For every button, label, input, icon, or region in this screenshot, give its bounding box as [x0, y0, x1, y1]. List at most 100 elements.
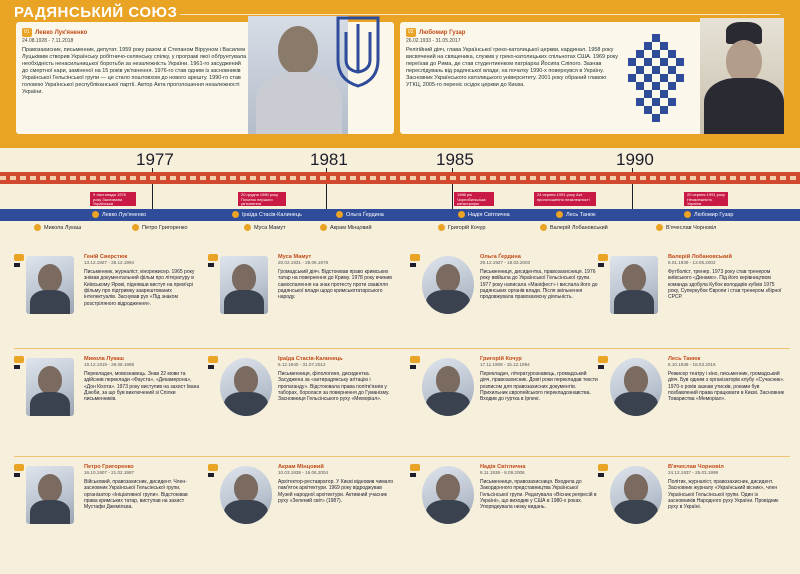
- featured-card-left: 01 Левко Лук'яненко 24.08.1928 - 7.11.20…: [16, 16, 394, 134]
- row-divider: [14, 456, 790, 457]
- person-dates: 17.11.1908 - 15.12.1994: [480, 362, 530, 368]
- timeline-person: Микола Лукаш: [34, 222, 81, 234]
- timeline-event: 9 листопада 1976 року Заснована Українсь…: [90, 192, 136, 211]
- person-name: Надія Світлична: [480, 464, 526, 470]
- person-bio: Футболіст, тренер. 1973 року став тренер…: [668, 268, 782, 301]
- person-dates: 19.12.1919 - 29.08.1988: [84, 362, 135, 368]
- person-name: Ольга Ґердина: [480, 254, 521, 260]
- portrait-photo: [610, 256, 658, 314]
- year-label: 1977: [136, 150, 174, 169]
- profile-card: Микола Лукаш 19.12.1919 - 29.08.1988 Перек…: [14, 352, 204, 452]
- timeline-person: Валерій Лобановський: [540, 222, 608, 234]
- person-name: Микола Лукаш: [84, 356, 124, 362]
- portrait-photo: [422, 256, 474, 314]
- person-bio: Письменниця, правозахисниця. Входила до …: [480, 478, 597, 511]
- featured-name: Любомир Гузар: [419, 29, 466, 36]
- year-tick: [632, 168, 633, 212]
- person-dates: 10.03.1938 - 16.06.2004: [278, 470, 329, 476]
- person-name: Муса Мамут: [278, 254, 312, 260]
- person-bio: Політик, журналіст, правозахисник, дисид…: [668, 478, 779, 511]
- person-name: Петро Григоренко: [84, 464, 134, 470]
- portrait-photo: [26, 256, 74, 314]
- featured-dates: 26.02.1933 - 31.05.2017: [406, 38, 461, 44]
- portrait-photo: [220, 466, 272, 524]
- profile-card: Ольга Ґердина 29.12.1927 - 18.03.2003 Пись…: [410, 250, 600, 350]
- timeline-person: Любомир Гузар: [684, 209, 733, 221]
- featured-name: Левко Лук'яненко: [35, 29, 88, 36]
- portrait-photo: [422, 466, 474, 524]
- person-bio: Письменниця, дисидентка, правозахисниця.…: [480, 268, 598, 301]
- year-label: 1985: [436, 150, 474, 169]
- timeline-event: 20 серпня 1991 року Незалежність України: [684, 192, 728, 206]
- featured-card-right: 02 Любомир Гузар 26.02.1933 - 31.05.2017…: [400, 18, 784, 134]
- year-label: 1981: [310, 150, 348, 169]
- timeline-blue-bar: [0, 209, 800, 221]
- profile-card: Іраїда Стасів-Калинець 6.12.1940 - 31.07.…: [208, 352, 398, 452]
- portrait-photo: [610, 358, 662, 416]
- year-tick: [326, 168, 327, 212]
- timeline-person: Ольга Ґердина: [336, 209, 384, 221]
- person-dates: 6.01.1939 - 13.05.2002: [668, 260, 716, 266]
- person-bio: Архітектор-реставратор. У Києві відновив…: [278, 478, 394, 505]
- profile-card: В'ячеслав Чорновіл 24.12.1937 - 25.03.199…: [598, 460, 788, 560]
- person-bio: Перекладач, літературознавець, громадськ…: [480, 370, 598, 403]
- person-name: Лесь Танюк: [668, 356, 701, 362]
- timeline-person: Надія Світлична: [458, 209, 510, 221]
- featured-description: Правозахисник, письменник, депутат. 1959…: [22, 47, 247, 95]
- timeline-person: Григорій Кочур: [438, 222, 485, 234]
- featured-description: Релігійний діяч, глава Української греко…: [406, 47, 618, 88]
- timeline-event: 20 грудня 1980 року Початок першого ув'я…: [238, 192, 286, 206]
- featured-dates: 24.08.1928 - 7.11.2018: [22, 38, 74, 44]
- timeline-event: 1986 рік Чорнобильська катастрофа: [454, 192, 494, 206]
- person-dates: 6.12.1940 - 31.07.2012: [278, 362, 326, 368]
- profile-card: Надія Світлична 8.11.1936 - 8.09.2006 Пись…: [410, 460, 600, 560]
- portrait-photo: [700, 18, 784, 134]
- title-rule: [180, 14, 780, 15]
- timeline-person: Лесь Танюк: [556, 209, 596, 221]
- profile-grid: Геній Сверстюк 13.12.1927 - 28.12.1994 Пис…: [14, 244, 790, 570]
- person-name: Григорій Кочур: [480, 356, 522, 362]
- person-dates: 16.10.1907 - 21.02.1987: [84, 470, 135, 476]
- portrait-photo: [220, 256, 268, 314]
- person-dates: 20.02.1931 - 28.06.1978: [278, 260, 329, 266]
- portrait-photo: [248, 16, 348, 134]
- person-dates: 29.12.1927 - 18.03.2003: [480, 260, 531, 266]
- person-dates: 8.10.1938 - 18.03.2016: [668, 362, 716, 368]
- person-bio: Громадський діяч. Відстоював право кримс…: [278, 268, 392, 301]
- number-badge: 02: [406, 28, 416, 37]
- page-title: РАДЯНСЬКИЙ СОЮЗ: [14, 4, 178, 21]
- year-tick: [152, 168, 153, 212]
- trident-icon: [336, 16, 380, 88]
- embroidery-pattern-icon: [628, 34, 684, 122]
- profile-card: Валерій Лобановський 6.01.1939 - 13.05.20…: [598, 250, 788, 350]
- person-name: Іраїда Стасів-Калинець: [278, 356, 343, 362]
- portrait-photo: [422, 358, 474, 416]
- timeline-person: Акрам Мінцовий: [320, 222, 372, 234]
- timeline-person: Іраїда Стасів-Калинець: [232, 209, 302, 221]
- featured-text-left: 01 Левко Лук'яненко 24.08.1928 - 7.11.20…: [22, 28, 247, 96]
- timeline-person: Муса Мамут: [244, 222, 285, 234]
- portrait-photo: [26, 466, 74, 524]
- number-badge: 01: [22, 28, 32, 37]
- timeline-person: Петро Григоренко: [132, 222, 187, 234]
- profile-card: Муса Мамут 20.02.1931 - 28.06.1978 Громадс…: [208, 250, 398, 350]
- row-divider: [14, 348, 790, 349]
- profile-card: Геній Сверстюк 13.12.1927 - 28.12.1994 Пис…: [14, 250, 204, 350]
- portrait-photo: [220, 358, 272, 416]
- year-tick: [452, 168, 453, 212]
- portrait-photo: [26, 358, 74, 416]
- profile-card: Акрам Мінцовий 10.03.1938 - 16.06.2004 Арх…: [208, 460, 398, 560]
- profile-card: Петро Григоренко 16.10.1907 - 21.02.1987 В…: [14, 460, 204, 560]
- profile-card: Лесь Танюк 8.10.1938 - 18.03.2016 Режисер …: [598, 352, 788, 452]
- timeline-pattern: [0, 176, 800, 180]
- featured-text-right: 02 Любомир Гузар 26.02.1933 - 31.05.2017…: [406, 28, 622, 89]
- person-name: Акрам Мінцовий: [278, 464, 324, 470]
- person-dates: 13.12.1927 - 28.12.1994: [84, 260, 135, 266]
- person-bio: Режисер театру і кіно, письменник, грома…: [668, 370, 785, 403]
- timeline-person: Левко Лук'яненко: [92, 209, 146, 221]
- person-name: В'ячеслав Чорновіл: [668, 464, 724, 470]
- person-bio: Перекладач, мовознавець. Знав 22 мови та…: [84, 370, 200, 403]
- person-dates: 8.11.1936 - 8.09.2006: [480, 470, 525, 476]
- timeline-person: В'ячеслав Чорновіл: [656, 222, 716, 234]
- person-bio: Письменник, журналіст, кінорежисер. 1965…: [84, 268, 195, 307]
